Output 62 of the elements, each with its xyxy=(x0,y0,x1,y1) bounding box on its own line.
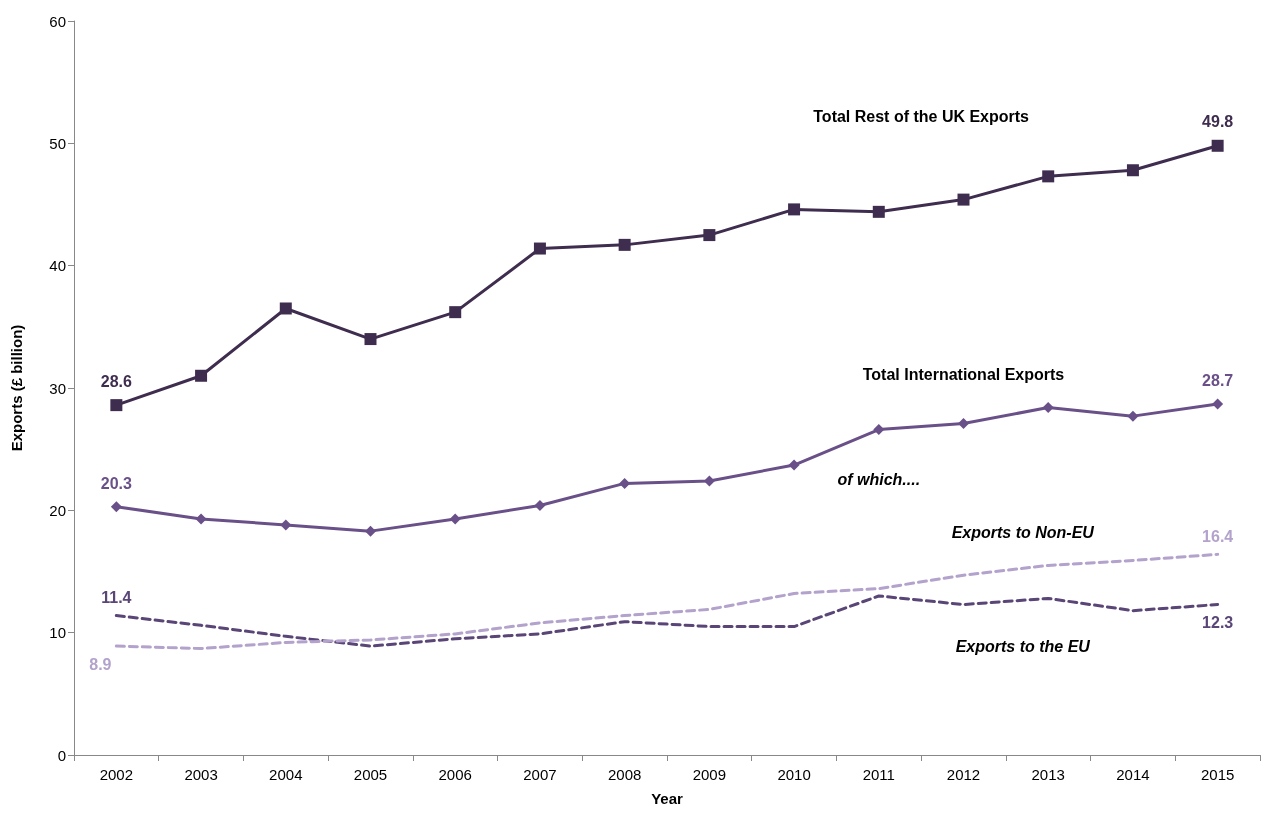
y-tick-label: 40 xyxy=(49,257,66,275)
point xyxy=(618,238,631,251)
point xyxy=(449,513,461,525)
point xyxy=(1212,398,1224,410)
point xyxy=(110,399,123,412)
point xyxy=(364,333,377,346)
x-tick-label: 2012 xyxy=(946,766,981,783)
data-label: 16.4 xyxy=(1202,527,1234,545)
point xyxy=(958,417,969,429)
x-tick-label: 2007 xyxy=(523,766,557,783)
data-label: 28.6 xyxy=(100,372,133,390)
x-tick-label: 2005 xyxy=(353,766,388,783)
data-label: 11.4 xyxy=(101,589,132,607)
x-tick-label: 2004 xyxy=(269,766,303,783)
data-label: 20.3 xyxy=(100,474,133,492)
x-tick-label: 2006 xyxy=(438,766,472,783)
data-label: 49.8 xyxy=(1202,113,1234,131)
y-axis-title: Exports (£ billion) xyxy=(8,324,25,452)
point xyxy=(110,501,122,513)
point xyxy=(703,229,716,242)
point xyxy=(1126,164,1139,177)
y-tick-label: 30 xyxy=(49,379,66,397)
point xyxy=(280,519,292,531)
y-tick-label: 0 xyxy=(57,746,66,764)
annotation: of which.... xyxy=(837,471,921,489)
x-tick-label: 2013 xyxy=(1031,766,1065,783)
y-tick-label: 10 xyxy=(49,624,66,642)
point xyxy=(365,525,376,537)
point xyxy=(534,499,546,511)
text: Exports to the EU xyxy=(955,637,1091,655)
series-label: Exports to Non-EU xyxy=(951,523,1095,541)
point xyxy=(195,369,208,382)
point xyxy=(195,513,207,525)
x-tick-label: 2009 xyxy=(692,766,727,783)
point xyxy=(1042,402,1054,414)
point xyxy=(788,459,800,471)
y-tick-label: 20 xyxy=(49,501,66,519)
x-tick-label: 2003 xyxy=(184,766,218,783)
x-tick-label: 2011 xyxy=(862,766,895,783)
data-label: 12.3 xyxy=(1202,614,1234,632)
point xyxy=(533,242,546,255)
point xyxy=(788,203,801,216)
series-label: Total International Exports xyxy=(862,366,1065,384)
text: Total Rest of the UK Exports xyxy=(813,107,1030,125)
point xyxy=(279,302,292,315)
y-tick-label: 60 xyxy=(49,12,66,30)
y-tick-label: 50 xyxy=(49,134,66,152)
x-tick-label: 2015 xyxy=(1200,766,1235,783)
x-tick-label: 2010 xyxy=(777,766,811,783)
point xyxy=(1042,170,1055,183)
point xyxy=(1127,410,1139,422)
point xyxy=(957,193,970,206)
point xyxy=(449,306,462,319)
x-axis-title: Year xyxy=(651,790,684,807)
x-tick-label: 2008 xyxy=(607,766,642,783)
x-tick-label: 2014 xyxy=(1116,766,1150,783)
point xyxy=(872,205,885,218)
point xyxy=(1211,139,1224,152)
point xyxy=(873,424,885,436)
data-label: 8.9 xyxy=(89,655,112,673)
data-label: 28.7 xyxy=(1202,371,1234,389)
x-tick-label: 2002 xyxy=(99,766,134,783)
